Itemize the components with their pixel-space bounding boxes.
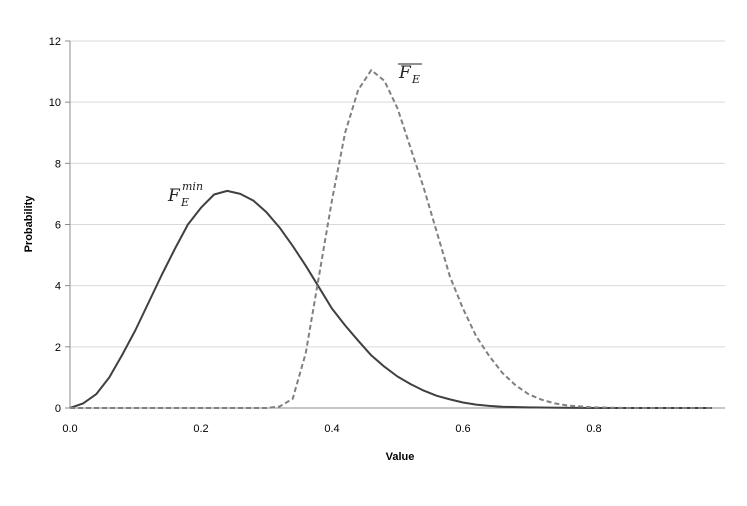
series-layer: [69, 69, 712, 409]
x-tick-label: 0.2: [193, 423, 208, 435]
y-axis: 0 2 4 6 8 10 12: [49, 36, 71, 415]
fmin-label-sup: min: [182, 180, 203, 193]
fmin-label-sub: E: [180, 196, 189, 209]
fmin-label-main: F: [167, 186, 181, 206]
y-tick-label: 4: [55, 281, 61, 293]
x-tick-label: 0.8: [586, 423, 601, 435]
series-label-fbar: F E: [398, 63, 422, 86]
x-tick-label: 0.6: [455, 423, 470, 435]
fbar-label-sub: E: [411, 73, 420, 86]
series-label-fmin: F E min: [167, 180, 203, 209]
series-line-0: [69, 189, 712, 409]
y-tick-label: 8: [55, 158, 61, 170]
x-tick-label: 0.0: [62, 423, 77, 435]
y-tick-label: 6: [55, 220, 61, 232]
gridlines: [70, 40, 725, 348]
y-tick-label: 2: [55, 342, 61, 354]
y-tick-label: 0: [55, 403, 61, 415]
x-axis-title: Value: [386, 451, 415, 463]
y-tick-label: 10: [49, 97, 61, 109]
series-line-1: [70, 69, 712, 409]
fbar-label-main: F: [398, 63, 412, 83]
x-axis: 0.0 0.2 0.4 0.6 0.8: [62, 407, 725, 435]
y-axis-title: Probability: [23, 195, 35, 253]
y-tick-label: 12: [49, 36, 61, 48]
x-tick-label: 0.4: [324, 423, 339, 435]
